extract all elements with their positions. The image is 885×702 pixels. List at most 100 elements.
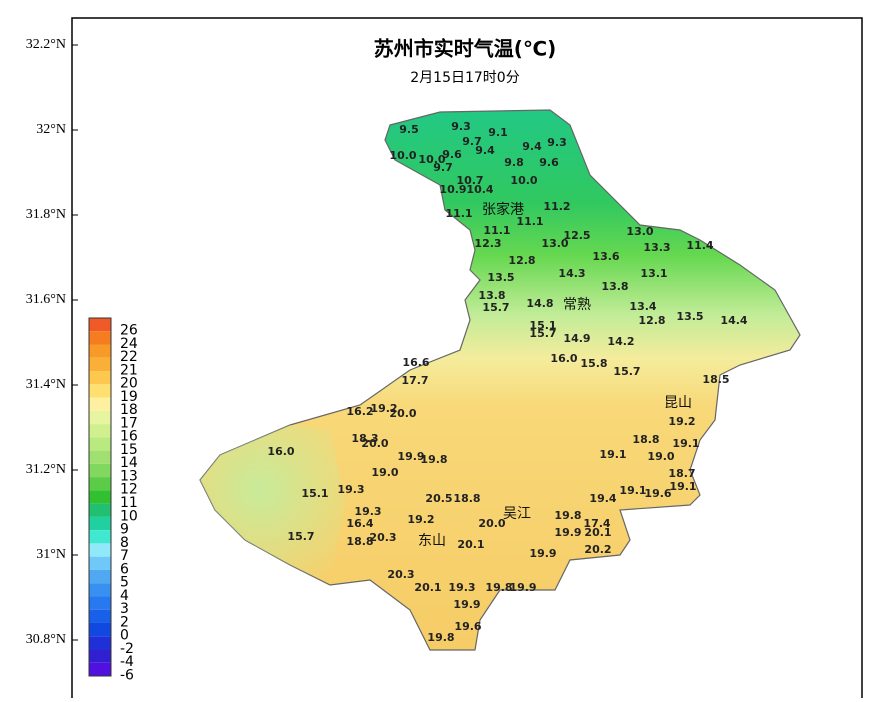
station-value: 10.0 (389, 149, 416, 162)
station-value: 18.5 (702, 373, 729, 386)
legend-swatch (89, 516, 111, 531)
legend-swatch (89, 530, 111, 544)
station-value: 19.9 (397, 450, 424, 463)
station-value: 16.4 (346, 517, 373, 530)
station-value: 10.9 (439, 183, 466, 196)
station-value: 14.8 (526, 297, 553, 310)
station-value: 18.3 (351, 432, 378, 445)
station-value: 19.1 (672, 437, 699, 450)
station-value: 9.6 (442, 148, 462, 161)
legend-label: 22 (120, 349, 138, 365)
legend-swatch (89, 371, 111, 385)
legend-label: 16 (120, 429, 138, 445)
legend-label: 7 (120, 548, 129, 564)
legend-label: 9 (120, 522, 129, 538)
legend-swatch (89, 596, 111, 610)
station-value: 12.5 (563, 229, 590, 242)
legend-swatch (89, 622, 111, 637)
station-value: 9.4 (522, 140, 542, 153)
legend-label: 12 (120, 482, 138, 498)
station-value: 19.1 (599, 448, 626, 461)
station-value: 19.2 (668, 415, 695, 428)
station-value: 12.8 (638, 314, 665, 327)
station-value: 20.2 (584, 543, 611, 556)
legend-label: 20 (120, 376, 138, 392)
station-value: 19.2 (407, 513, 434, 526)
legend-swatch (89, 556, 111, 570)
station-value: 10.0 (510, 174, 537, 187)
station-value: 20.1 (414, 581, 441, 594)
station-value: 15.7 (613, 365, 640, 378)
station-value: 20.0 (389, 407, 416, 420)
legend-swatch (89, 397, 111, 411)
legend-swatch (89, 357, 111, 372)
station-value: 20.0 (361, 437, 388, 450)
station-value: 9.5 (399, 123, 419, 136)
station-value: 20.5 (425, 492, 452, 505)
legend-label: 5 (120, 575, 129, 591)
station-value: 16.6 (402, 356, 429, 369)
legend-swatch (89, 636, 111, 650)
station-value: 11.1 (483, 224, 510, 237)
station-value: 19.0 (371, 466, 398, 479)
station-value: 13.4 (629, 300, 656, 313)
legend-label: 14 (120, 455, 138, 471)
legend-label: 24 (120, 336, 138, 352)
station-value: 19.3 (337, 483, 364, 496)
station-value: 10.0 (418, 153, 445, 166)
station-value: 20.3 (387, 568, 414, 581)
legend-swatch (89, 410, 111, 425)
legend-swatch (89, 490, 111, 504)
west-zone (200, 425, 345, 585)
station-value: 13.8 (601, 280, 628, 293)
legend-label: 21 (120, 362, 138, 378)
station-value: 15.1 (301, 487, 328, 500)
station-value: 9.3 (547, 136, 567, 149)
station-value: 16.0 (550, 352, 577, 365)
legend-label: 6 (120, 561, 129, 577)
city-label: 常熟 (563, 297, 591, 313)
station-value: 14.2 (607, 335, 634, 348)
map-title: 苏州市实时气温(℃) (374, 37, 557, 61)
station-value: 15.7 (482, 301, 509, 314)
station-value: 18.7 (668, 467, 695, 480)
station-value: 19.9 (554, 526, 581, 539)
station-value: 19.8 (427, 631, 454, 644)
city-label: 东山 (418, 533, 446, 549)
station-value: 9.7 (433, 161, 453, 174)
city-label: 昆山 (664, 395, 692, 411)
legend-label: -4 (120, 654, 134, 670)
legend-label: 8 (120, 535, 129, 551)
station-value: 16.2 (346, 405, 373, 418)
legend-label: 17 (120, 415, 138, 431)
station-value: 19.9 (453, 598, 480, 611)
station-value: 19.1 (619, 484, 646, 497)
station-value: 17.4 (583, 517, 610, 530)
station-value: 16.0 (267, 445, 294, 458)
station-value: 13.8 (478, 289, 505, 302)
legend-swatch (89, 331, 111, 345)
station-value: 13.3 (643, 241, 670, 254)
map-subtitle: 2月15日17时0分 (410, 70, 519, 86)
legend-swatch (89, 503, 111, 517)
station-value: 19.3 (448, 581, 475, 594)
legend-swatch (89, 477, 111, 491)
legend-swatch (89, 437, 111, 451)
station-value: 11.4 (686, 239, 713, 252)
legend-swatch (89, 450, 111, 464)
station-value: 9.1 (488, 126, 508, 139)
lat-label: 30.8°N (26, 632, 66, 647)
city-label: 张家港 (482, 201, 524, 218)
legend-label: 26 (120, 323, 138, 339)
legend-swatch (89, 662, 111, 676)
lat-label: 32°N (36, 122, 66, 137)
station-value: 11.2 (543, 200, 570, 213)
legend-swatch (89, 384, 111, 398)
station-value: 13.6 (592, 250, 619, 263)
lat-label: 32.2°N (26, 37, 66, 52)
station-value: 20.1 (584, 526, 611, 539)
legend-label: -2 (120, 641, 134, 657)
legend-label: 0 (120, 628, 129, 644)
station-value: 18.8 (632, 433, 659, 446)
